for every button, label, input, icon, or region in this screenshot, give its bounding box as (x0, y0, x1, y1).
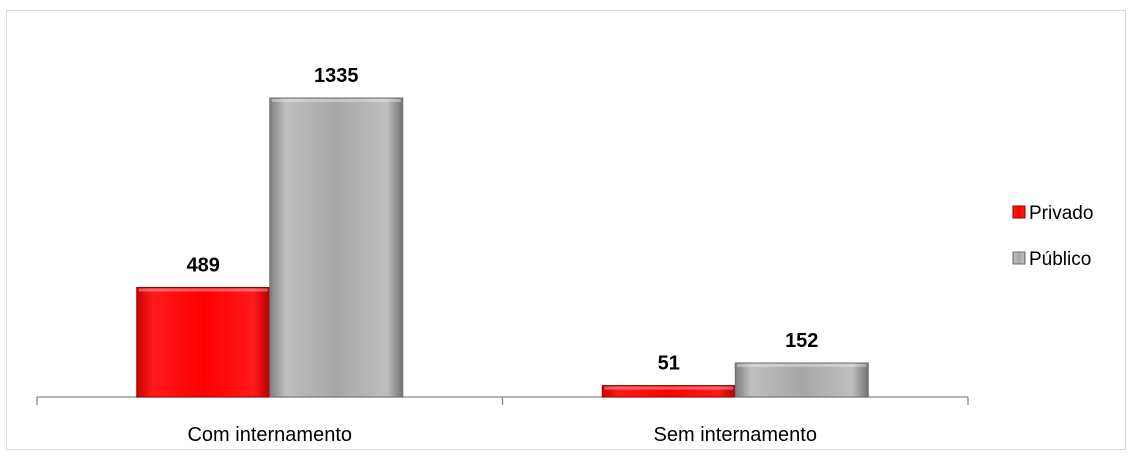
legend-label: Privado (1029, 203, 1093, 224)
bars (136, 97, 869, 398)
data-label: 152 (785, 330, 818, 352)
bar-highlight (737, 363, 867, 367)
data-labels: 489 1335 51 152 (187, 65, 819, 375)
legend-swatch (1012, 251, 1026, 265)
bar-publico-1 (269, 97, 404, 398)
bar-highlight (138, 288, 268, 292)
x-axis (36, 396, 969, 405)
data-label: 51 (658, 353, 680, 375)
bar-privado-1 (136, 286, 271, 398)
category-labels: Com internamento Sem internamento (187, 424, 816, 446)
legend-swatch (1012, 205, 1026, 219)
bar-highlight (271, 99, 401, 102)
data-label: 1335 (314, 65, 359, 87)
bar-publico-2 (734, 362, 869, 398)
legend-label: Público (1029, 249, 1091, 270)
category-label: Sem internamento (654, 424, 817, 446)
legend: Privado Público (1012, 203, 1093, 270)
category-label: Com internamento (187, 424, 352, 446)
data-label: 489 (187, 254, 220, 276)
bar-highlight (604, 386, 734, 390)
